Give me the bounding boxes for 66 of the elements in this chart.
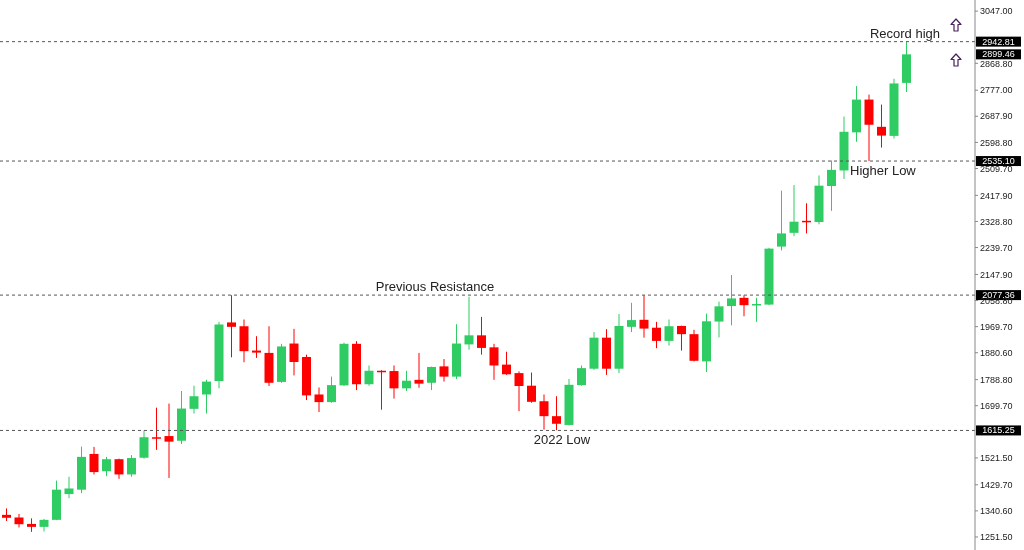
y-tick-label: 2687.90 xyxy=(980,111,1013,122)
candlestick xyxy=(89,446,99,475)
candlestick xyxy=(127,454,136,478)
y-tick-label: 1699.70 xyxy=(980,400,1013,411)
candlestick xyxy=(102,456,111,477)
y-tick-label: 2328.80 xyxy=(980,216,1013,227)
candlestick xyxy=(577,365,586,387)
candlestick xyxy=(252,335,261,359)
candlestick xyxy=(402,370,411,392)
candlestick xyxy=(64,476,74,499)
y-tick-label: 3047.00 xyxy=(980,6,1013,17)
candlestick xyxy=(514,370,524,412)
y-tick-label: 2777.00 xyxy=(980,85,1013,96)
y-tick-label: 2239.70 xyxy=(980,242,1013,253)
y-tick-label: 1429.70 xyxy=(980,479,1013,490)
candlestick xyxy=(639,294,649,339)
candlestick xyxy=(827,159,836,212)
candlestick xyxy=(139,430,149,460)
candlestick xyxy=(314,386,324,413)
y-tick-label: 1251.50 xyxy=(980,532,1013,543)
y-tick-label: 1788.80 xyxy=(980,374,1013,385)
candlestick xyxy=(227,294,236,358)
candlestick xyxy=(552,395,561,431)
candlestick xyxy=(627,302,636,333)
candlestick xyxy=(527,372,536,404)
candlestick xyxy=(14,513,24,528)
y-tick-label: 2417.90 xyxy=(980,190,1013,201)
ref-line-label: Higher Low xyxy=(850,163,917,179)
y-tick-label: 1880.60 xyxy=(980,347,1013,358)
text: 2899.46 xyxy=(982,49,1015,60)
y-tick-label: 2147.90 xyxy=(980,269,1013,280)
candlestick xyxy=(739,294,749,317)
candlestick xyxy=(189,385,199,415)
y-tick-label: 1521.50 xyxy=(980,453,1013,464)
candlestick xyxy=(877,104,886,149)
candlestick xyxy=(289,328,299,376)
y-tick-label: 1969.70 xyxy=(980,321,1013,332)
candlestick xyxy=(477,316,486,356)
candlestick xyxy=(414,352,424,389)
candlestick xyxy=(664,319,674,347)
text: 2942.81 xyxy=(982,36,1015,47)
y-tick-label: 1340.60 xyxy=(980,506,1013,517)
candlestick xyxy=(327,376,336,404)
candlestick xyxy=(439,358,449,383)
candlestick xyxy=(389,365,399,400)
ref-line-label: Previous Resistance xyxy=(375,279,495,295)
candlestick xyxy=(727,274,736,326)
candlestick xyxy=(464,296,474,351)
ref-line-label: 2022 Low xyxy=(533,432,591,448)
candlestick xyxy=(539,393,549,431)
candlestick xyxy=(714,301,724,338)
candlestick xyxy=(652,321,661,349)
y-tick-label: 2868.80 xyxy=(980,58,1013,69)
candlestick xyxy=(152,407,161,451)
text: 1615.25 xyxy=(982,425,1015,436)
candlestick xyxy=(677,325,686,352)
candlestick xyxy=(202,379,211,415)
candlestick xyxy=(502,351,511,376)
ref-line-label: Record high xyxy=(869,25,940,41)
candlestick xyxy=(489,343,499,381)
y-tick-label: 2598.80 xyxy=(980,137,1013,148)
candlestick xyxy=(364,365,374,387)
candlestick xyxy=(39,518,49,533)
candlestick xyxy=(777,190,786,251)
candlestick xyxy=(164,403,174,479)
candlestick xyxy=(789,184,799,237)
